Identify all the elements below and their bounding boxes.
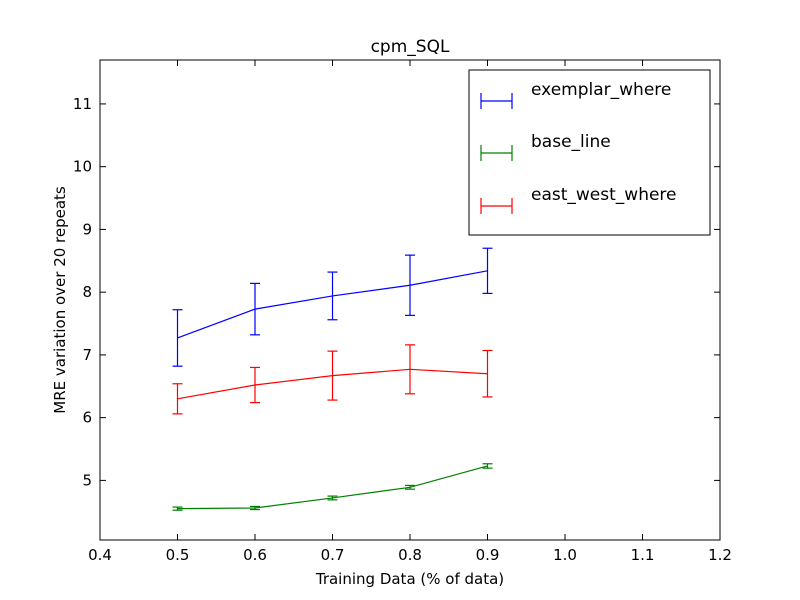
x-tick-label: 1.1 — [631, 546, 655, 564]
y-tick-label: 6 — [82, 409, 92, 427]
x-tick-label: 0.5 — [166, 546, 190, 564]
y-tick-label: 9 — [82, 220, 92, 238]
legend-label: east_west_where — [531, 185, 677, 205]
y-axis: 5 6 7 8 9 10 11 — [73, 95, 720, 489]
chart-title: cpm_SQL — [371, 37, 450, 57]
y-tick-label: 5 — [82, 471, 92, 489]
legend-label: base_line — [531, 132, 611, 152]
series-layer — [172, 247, 493, 511]
x-tick-label: 0.9 — [476, 546, 500, 564]
legend-entry-east_west_where: east_west_where — [480, 185, 677, 214]
x-axis-label: Training Data (% of data) — [315, 570, 504, 588]
legend-entry-base_line: base_line — [480, 132, 611, 161]
x-tick-label: 0.8 — [398, 546, 422, 564]
y-tick-label: 11 — [73, 95, 92, 113]
legend: exemplar_where base_line east_west_where — [468, 69, 711, 236]
series-base_line — [172, 463, 493, 511]
y-tick-label: 8 — [82, 283, 92, 301]
series-exemplar_where — [172, 247, 493, 367]
y-tick-label: 7 — [82, 346, 92, 364]
y-axis-label: MRE variation over 20 repeats — [51, 186, 69, 414]
x-tick-label: 0.4 — [88, 546, 112, 564]
x-tick-label: 0.7 — [321, 546, 345, 564]
x-tick-label: 0.6 — [243, 546, 267, 564]
y-tick-label: 10 — [73, 158, 92, 176]
legend-entry-exemplar_where: exemplar_where — [480, 80, 671, 109]
x-tick-label: 1.0 — [553, 546, 577, 564]
legend-label: exemplar_where — [531, 80, 671, 100]
x-tick-label: 1.2 — [708, 546, 732, 564]
x-axis: 0.4 0.5 0.6 0.7 0.8 0.9 1.0 1.1 1.2 — [88, 60, 732, 564]
series-east_west_where — [172, 344, 493, 415]
